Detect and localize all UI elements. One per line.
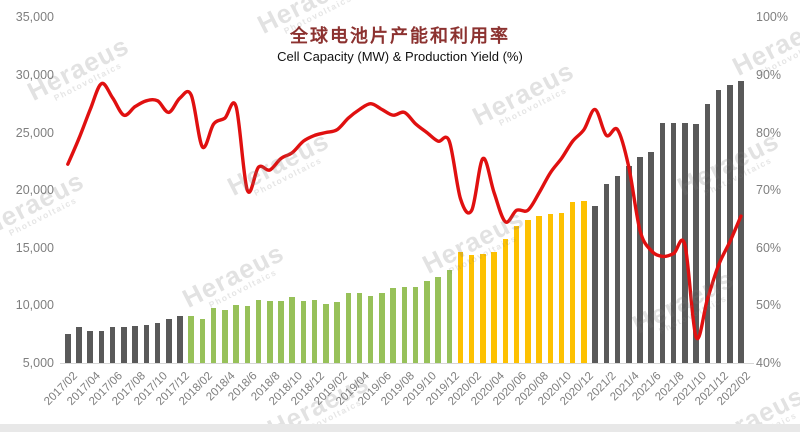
capacity-bar-2019/08 (401, 286, 408, 363)
right-axis-tick-label: 50% (756, 298, 782, 313)
capacity-bar-2020/05 (502, 239, 509, 363)
capacity-bar-2022/02 (738, 80, 744, 363)
capacity-bar-2018/09 (278, 300, 284, 363)
right-axis-tick-label: 90% (756, 67, 782, 82)
capacity-bar-2018/10 (289, 296, 295, 363)
capacity-bar-2017/12 (177, 316, 183, 363)
watermark-brand-text: Heraeus (222, 125, 334, 202)
capacity-bar-2021/03 (614, 175, 621, 363)
capacity-bar-2018/12 (311, 300, 318, 363)
capacity-bar-2018/11 (300, 300, 307, 363)
left-axis-tick-label: 35,000 (15, 10, 54, 25)
capacity-bar-2021/06 (648, 152, 654, 363)
left-axis-tick-label: 15,000 (15, 240, 54, 255)
capacity-bar-2021/08 (670, 123, 677, 363)
capacity-bar-2017/08 (132, 325, 138, 363)
chart-title: 全球电池片产能和利用率 (290, 26, 510, 47)
capacity-bar-2020/07 (525, 220, 531, 363)
capacity-bar-2020/08 (536, 215, 542, 363)
capacity-bar-2021/11 (704, 103, 711, 363)
capacity-bar-2017/11 (166, 318, 172, 363)
capacity-bar-2020/10 (558, 213, 565, 363)
left-axis-tick-label: 20,000 (15, 183, 54, 198)
capacity-bar-2017/05 (98, 330, 105, 363)
heraeus-watermark: Heraeus Photovoltaics (0, 165, 91, 247)
right-axis-tick-label: 60% (756, 240, 782, 255)
capacity-bar-2019/06 (379, 293, 385, 363)
capacity-bar-2022/01 (727, 84, 733, 363)
heraeus-watermark: Heraeus Photovoltaics (467, 55, 581, 137)
left-axis-tick-label: 30,000 (15, 67, 54, 82)
bottom-strip (0, 424, 800, 432)
capacity-bar-2018/06 (244, 305, 251, 363)
heraeus-watermark: Heraeus Photovoltaics (222, 125, 336, 207)
capacity-bar-2018/05 (233, 305, 239, 363)
right-axis-tick-label: 40% (756, 356, 782, 370)
capacity-bar-2021/09 (682, 122, 688, 363)
chart-subtitle: Cell Capacity (MW) & Production Yield (%… (277, 49, 523, 64)
capacity-bar-2020/12 (581, 201, 587, 363)
right-axis-tick-label: 100% (756, 10, 788, 25)
capacity-bar-2019/11 (435, 277, 441, 363)
capacity-bar-2018/07 (255, 300, 262, 363)
capacity-bar-2019/07 (390, 287, 396, 363)
capacity-bar-2021/04 (626, 165, 632, 363)
watermark-sub-text: Photovoltaics (252, 154, 324, 198)
right-axis-tick-label: 80% (756, 125, 782, 140)
capacity-bar-2018/08 (267, 300, 273, 363)
capacity-bar-2019/05 (367, 296, 374, 363)
capacity-bar-2017/04 (87, 331, 93, 363)
watermark-brand-text: Heraeus (0, 165, 89, 242)
capacity-bar-2020/04 (491, 251, 497, 363)
capacity-bar-2019/09 (412, 286, 419, 363)
capacity-bar-2020/02 (468, 254, 475, 363)
left-axis-tick-label: 25,000 (15, 125, 54, 140)
capacity-bar-2020/06 (513, 226, 520, 363)
capacity-bar-2018/04 (222, 309, 228, 363)
left-axis-tick-label: 10,000 (15, 298, 54, 313)
capacity-bar-2021/12 (715, 90, 722, 363)
capacity-bar-2017/02 (65, 333, 71, 363)
capacity-bar-2019/10 (424, 281, 430, 363)
capacity-bar-2021/01 (592, 205, 598, 363)
capacity-bar-2019/12 (446, 270, 453, 363)
capacity-bar-2020/09 (547, 214, 553, 363)
capacity-bar-2019/02 (334, 301, 340, 363)
capacity-bar-2019/03 (345, 293, 352, 363)
watermark-sub-text: Photovoltaics (497, 84, 569, 128)
capacity-bar-2019/04 (356, 292, 363, 363)
watermark-brand-text: Heraeus (467, 55, 579, 132)
capacity-bar-2019/01 (323, 303, 329, 363)
left-axis-tick-label: 5,000 (22, 356, 54, 370)
capacity-bar-2020/01 (457, 251, 464, 363)
capacity-bar-2017/10 (154, 323, 161, 363)
capacity-bar-2018/03 (210, 308, 217, 363)
capacity-bar-2018/02 (199, 318, 206, 363)
capacity-bar-2017/09 (143, 324, 150, 363)
right-axis-tick-label: 70% (756, 183, 782, 198)
capacity-bar-2020/11 (569, 202, 576, 363)
capacity-bar-2017/07 (121, 326, 127, 363)
x-axis-line (60, 363, 754, 364)
capacity-bar-2021/05 (637, 156, 643, 363)
capacity-bar-2021/02 (603, 183, 610, 363)
capacity-bar-2017/06 (109, 327, 116, 363)
capacity-bar-2021/10 (693, 124, 699, 363)
capacity-bar-2017/03 (76, 327, 82, 363)
capacity-bar-2018/01 (188, 315, 194, 363)
capacity-bar-2020/03 (480, 253, 486, 363)
capacity-bar-2021/07 (659, 122, 666, 363)
